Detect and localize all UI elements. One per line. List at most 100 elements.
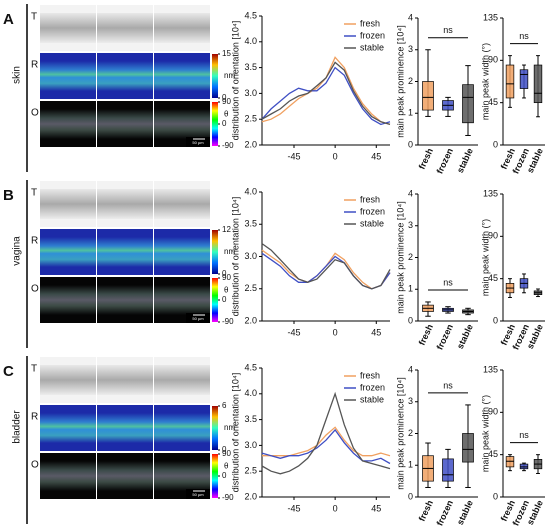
series-line	[261, 56, 391, 126]
x-tick-label: frozen	[434, 499, 454, 528]
colorbar-unit: θ	[224, 109, 229, 118]
y-tick-label: 2.5	[244, 114, 257, 124]
image-tissue	[97, 189, 153, 219]
significance-label: ns	[519, 430, 529, 440]
colorbar-tick-label: 0	[222, 93, 227, 102]
y-tick-label: 4	[408, 12, 413, 22]
y-tick-label: 2.0	[244, 491, 257, 501]
legend-label: frozen	[360, 382, 385, 392]
colorbar-tick-label: 90	[222, 97, 231, 106]
image-tissue	[97, 365, 153, 395]
y-tick-label: 2.0	[244, 315, 257, 325]
y-tick-label: 135	[483, 364, 498, 374]
image-tissue	[154, 461, 210, 491]
box	[533, 64, 543, 104]
y-tick-label: 2.0	[244, 139, 257, 149]
row-label: T	[31, 12, 37, 23]
y-tick-label: 2.5	[244, 466, 257, 476]
image-tissue	[40, 109, 96, 139]
y-tick-label: 90	[488, 55, 498, 65]
y-tick-label: 2	[408, 252, 413, 262]
image-tissue	[97, 285, 153, 315]
y-tick-label: 1	[408, 460, 413, 470]
y-tick-label: 0	[408, 139, 413, 149]
image-tissue	[154, 413, 210, 443]
panel-label: C	[3, 363, 14, 380]
x-tick-label: fresh	[417, 147, 435, 171]
image-tissue	[40, 365, 96, 395]
scale-bar-bg	[186, 313, 210, 323]
image-tissue	[40, 61, 96, 91]
y-axis-title: distribution of orientation [10⁴]	[230, 373, 240, 492]
box	[505, 64, 515, 99]
series-line	[261, 252, 391, 290]
colorbar-tick-label: 0	[222, 295, 227, 304]
row-label: T	[31, 188, 37, 199]
tissue-label: bladder	[12, 410, 23, 444]
legend-label: frozen	[360, 30, 385, 40]
y-tick-label: 90	[488, 407, 498, 417]
box	[462, 433, 474, 463]
y-tick-label: 3.0	[244, 251, 257, 261]
row-label: R	[31, 60, 38, 71]
image-tissue	[40, 285, 96, 315]
y-tick-label: 90	[488, 231, 498, 241]
y-tick-label: 4.0	[244, 36, 257, 46]
x-tick-label: -45	[287, 503, 300, 513]
y-tick-label: 135	[483, 188, 498, 198]
x-tick-label: 45	[371, 151, 381, 161]
colorbar-tick-label: 6	[222, 401, 227, 410]
image-tissue	[97, 61, 153, 91]
x-tick-label: 0	[333, 503, 338, 513]
colorbar	[212, 54, 218, 98]
x-tick-label: fresh	[417, 323, 435, 347]
image-tissue	[40, 237, 96, 267]
image-tissue	[97, 109, 153, 139]
y-tick-label: 4	[408, 364, 413, 374]
image-tissue	[40, 413, 96, 443]
colorbar	[212, 230, 218, 274]
y-axis-title: main peak width (°)	[480, 219, 490, 296]
y-axis-title: distribution of orientation [10⁴]	[230, 197, 240, 316]
x-tick-label: 0	[333, 327, 338, 337]
y-tick-label: 3.0	[244, 440, 257, 450]
colorbar-tick-label: -90	[222, 141, 234, 150]
y-tick-label: 45	[488, 449, 498, 459]
y-axis-title: main peak width (°)	[480, 43, 490, 120]
y-tick-label: 3	[408, 44, 413, 54]
scale-bar-bg	[186, 137, 210, 147]
colorbar	[212, 278, 218, 322]
image-tissue	[154, 365, 210, 395]
legend-label: stable	[360, 42, 384, 52]
legend-label: frozen	[360, 206, 385, 216]
row-label: O	[31, 108, 39, 119]
panel-label: B	[3, 187, 14, 204]
y-tick-label: 3.5	[244, 62, 257, 72]
x-tick-label: -45	[287, 151, 300, 161]
x-tick-label: fresh	[417, 499, 435, 523]
tissue-label: skin	[12, 66, 23, 84]
y-tick-label: 135	[483, 12, 498, 22]
y-tick-label: 1	[408, 108, 413, 118]
tissue-label: vagina	[12, 236, 23, 266]
series-line	[261, 66, 391, 126]
y-tick-label: 2	[408, 428, 413, 438]
scale-bar-label: 50 µm	[192, 140, 204, 145]
series-line	[262, 426, 391, 457]
colorbar-tick-label: 12	[222, 225, 231, 234]
y-tick-label: 4.0	[244, 186, 257, 196]
image-tissue	[40, 189, 96, 219]
y-axis-title: main peak prominence [10⁴]	[395, 201, 405, 313]
image-tissue	[154, 189, 210, 219]
colorbar-tick-label: 0	[222, 119, 227, 128]
box	[422, 81, 434, 111]
image-tissue	[154, 109, 210, 139]
image-tissue	[97, 413, 153, 443]
y-tick-label: 0	[493, 139, 498, 149]
x-tick-label: 0	[333, 151, 338, 161]
y-tick-label: 0	[408, 315, 413, 325]
y-tick-label: 3	[408, 220, 413, 230]
box	[462, 84, 474, 124]
image-tissue	[154, 285, 210, 315]
